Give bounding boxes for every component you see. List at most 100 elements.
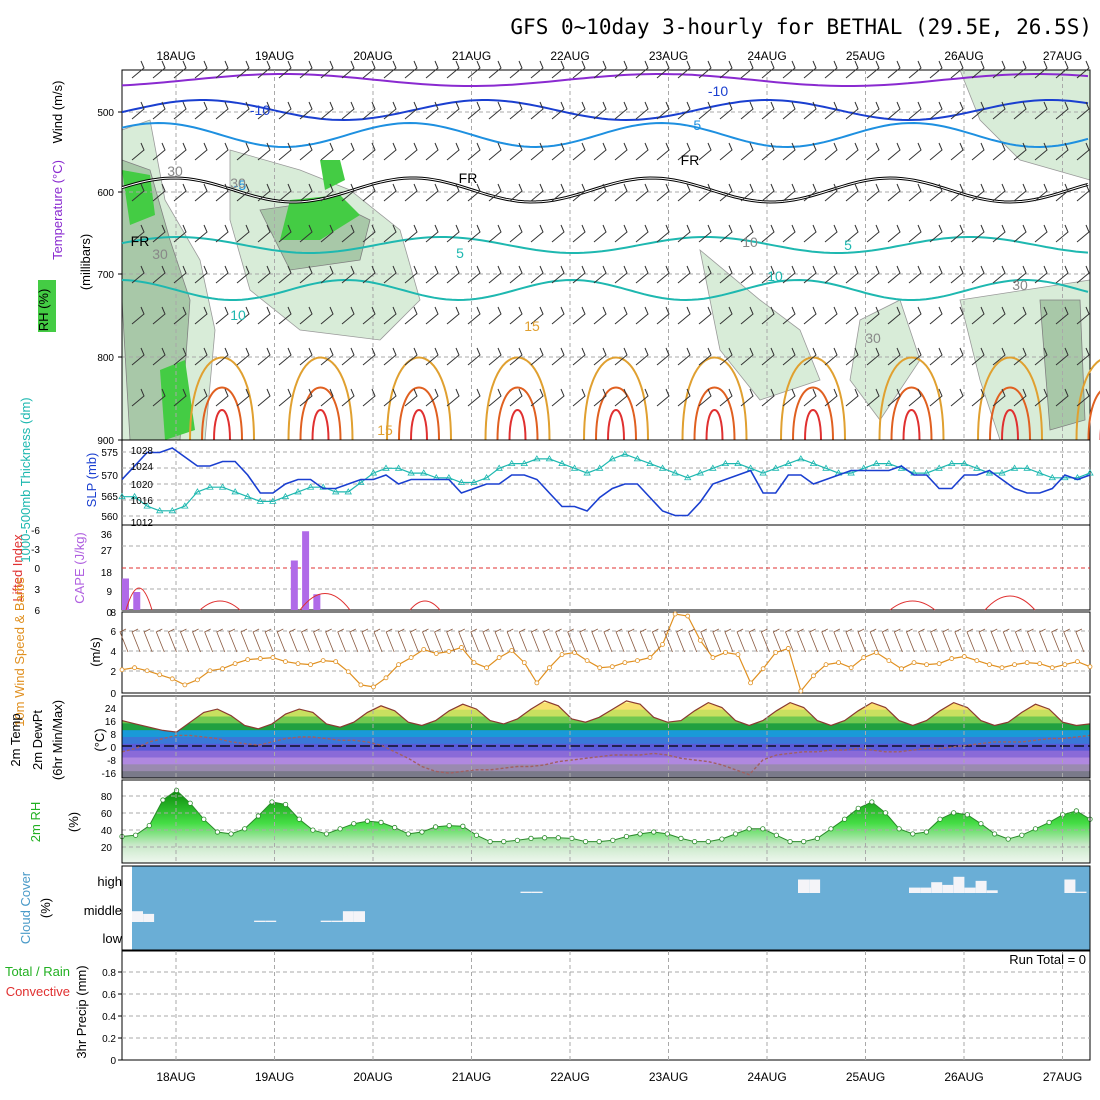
wind-barb <box>467 347 481 366</box>
cloud-cell <box>1064 879 1076 893</box>
pressure-tick-label: 800 <box>97 353 114 364</box>
wind-barb <box>887 224 901 243</box>
li-curve <box>299 593 351 611</box>
wind-barb <box>362 60 376 79</box>
contour-label: FR <box>459 170 478 186</box>
thickness-marker <box>809 459 818 467</box>
wind-barb-10m <box>954 628 964 653</box>
thickness-marker <box>457 478 466 485</box>
wind-barb <box>131 224 145 243</box>
temp-band <box>122 716 1090 724</box>
wind-barb <box>782 142 796 161</box>
temp-tick-label: -16 <box>102 769 117 780</box>
contour-label: -5 <box>689 117 702 133</box>
wind-barb-10m <box>361 628 371 653</box>
cape-tick-label: 9 <box>106 587 112 598</box>
wind-barb <box>299 183 313 202</box>
wind-barb <box>173 265 187 284</box>
isotherm-plus25 <box>311 409 330 441</box>
wind-speed-marker <box>911 660 917 666</box>
rh2m-unit-label: (%) <box>66 812 81 832</box>
wind-barb <box>740 142 754 161</box>
cloud-axis-label: Cloud Cover <box>18 871 33 944</box>
wind-barb <box>593 142 607 161</box>
wind-barb-10m <box>1051 628 1061 653</box>
wind-barb <box>719 60 733 79</box>
wind-barb <box>614 388 628 407</box>
slp-tick-label: 1024 <box>131 462 154 473</box>
rh-marker <box>187 800 193 806</box>
wind-barb <box>383 347 397 366</box>
wind-barb <box>1034 224 1048 243</box>
thickness-marker <box>583 469 591 476</box>
wind-barb <box>341 224 355 243</box>
wind-barb <box>719 347 733 366</box>
wind-barb-10m <box>918 628 927 653</box>
wind-speed-marker <box>609 664 615 670</box>
thickness-marker <box>181 502 189 509</box>
wind-speed-marker <box>345 669 351 675</box>
wind-speed-marker <box>509 648 515 653</box>
wind-barb <box>446 388 460 407</box>
wind-barb <box>614 183 628 202</box>
wind-barb <box>1076 224 1090 243</box>
wind-speed-marker <box>459 645 464 650</box>
wind-barb <box>593 224 607 243</box>
pressure-tick-label: 700 <box>97 270 114 281</box>
wind-speed-marker <box>697 637 703 643</box>
wind-barb-10m <box>1063 628 1073 653</box>
wind-barb-10m <box>857 628 867 653</box>
wind-barb <box>530 142 544 161</box>
upper-air-panel: -10 -10 -5 -5 FR FR FR 5 5 10 10 15 15 30 30 30 30 30 10 50… <box>38 60 1100 447</box>
wind-barb <box>803 183 817 202</box>
wind-barb <box>299 306 313 325</box>
rh-marker <box>283 801 289 808</box>
wind-barb <box>929 347 943 366</box>
wind-barb <box>257 265 271 284</box>
thickness-marker <box>734 459 742 467</box>
wind-barb <box>866 142 880 161</box>
wind-barb-10m <box>833 628 843 653</box>
cloud-level-label: middle <box>84 903 122 918</box>
wind-speed-marker <box>270 655 276 660</box>
wind-barb <box>467 388 481 407</box>
wind-barb <box>971 60 985 79</box>
cloud-level-label: low <box>102 931 122 946</box>
wind-barb <box>782 183 796 202</box>
contour-label: 10 <box>230 307 246 323</box>
wind-barb-10m <box>821 628 831 653</box>
wind-barb <box>551 265 565 284</box>
wind-barb <box>320 142 334 161</box>
bottom-date-label: 18AUG <box>156 1070 195 1084</box>
temp-band <box>122 757 1090 765</box>
wind-barb <box>320 101 334 120</box>
contour-label: -10 <box>708 83 728 99</box>
wind-barb <box>761 388 775 407</box>
wind-barb <box>152 265 166 284</box>
thickness-marker <box>935 464 943 471</box>
cloud-cell <box>331 920 343 922</box>
wind-barb-10m <box>325 628 335 653</box>
slp-tick-label: 1020 <box>131 480 154 491</box>
wind-barb <box>593 306 607 325</box>
cloud-axis-labels: Cloud Cover (%) <box>18 871 53 944</box>
isotherm-plus25 <box>508 409 527 441</box>
wind-speed-marker <box>836 660 841 666</box>
wind-barb-10m <box>155 628 165 653</box>
wind-speed-marker <box>521 660 527 666</box>
rh-marker <box>910 831 916 837</box>
wind-barb <box>950 347 964 366</box>
wind-barb <box>152 224 166 243</box>
wind-barb <box>761 306 775 325</box>
temp-tick-label: 8 <box>110 730 116 741</box>
wind-barb <box>446 306 460 325</box>
wind-speed-marker <box>597 665 603 671</box>
cape-bar <box>290 560 298 610</box>
wind-barb <box>635 183 649 202</box>
wind-barb <box>719 388 733 407</box>
wind-barb <box>1055 347 1069 366</box>
wind-barb <box>236 306 250 325</box>
wind-barb <box>320 224 334 243</box>
rh-marker <box>855 805 861 811</box>
wind-barb-10m <box>736 628 746 653</box>
